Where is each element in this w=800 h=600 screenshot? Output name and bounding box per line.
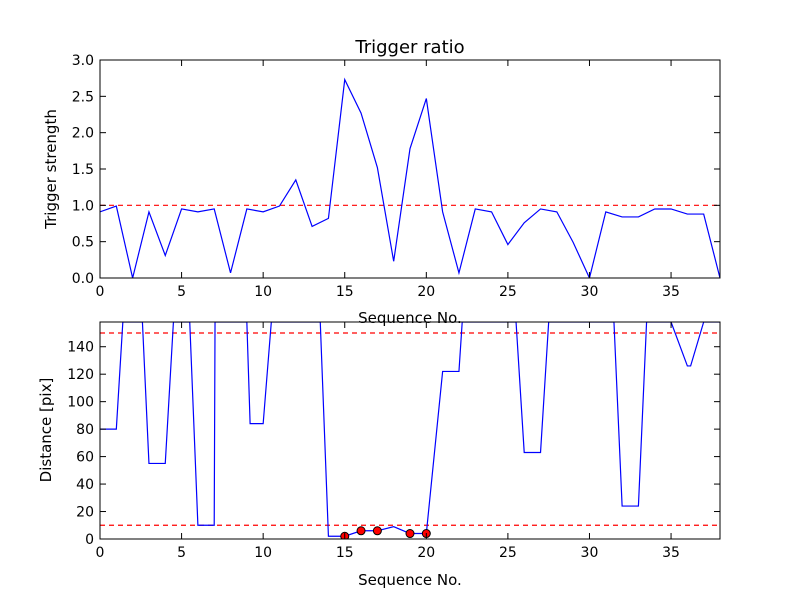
x-axis-label: Sequence No. (358, 571, 462, 589)
x-tick-label: 5 (177, 284, 186, 300)
y-tick-label: 0.5 (72, 235, 94, 251)
y-tick-label: 20 (76, 505, 94, 521)
chart-title: Trigger ratio (354, 37, 464, 58)
x-tick-label: 30 (581, 545, 599, 561)
y-tick-label: 80 (76, 422, 94, 438)
data-point-marker (405, 529, 415, 539)
x-tick-label: 35 (662, 284, 680, 300)
series-line (100, 77, 720, 278)
y-tick-label: 40 (76, 477, 94, 493)
series-line (100, 322, 720, 537)
x-tick-label: 10 (254, 284, 272, 300)
y-tick-label: 120 (67, 367, 94, 383)
x-tick-label: 10 (254, 545, 272, 561)
x-tick-label: 25 (499, 284, 517, 300)
y-tick-label: 2.0 (72, 126, 94, 142)
x-tick-label: 15 (336, 284, 354, 300)
y-tick-label: 60 (76, 450, 94, 466)
data-point-marker (356, 526, 366, 536)
plot-frame (99, 321, 721, 540)
x-tick-label: 0 (96, 284, 105, 300)
distance-chart: 0 5 10 15 20 25 30 35 0 20 40 60 80 100 120 140 Distanc… (37, 321, 721, 589)
x-axis-label: Sequence No. (358, 309, 462, 327)
y-tick-label: 1.0 (72, 198, 94, 214)
x-tick-label: 20 (417, 545, 435, 561)
y-tick-label: 100 (67, 395, 94, 411)
x-tick-label: 35 (662, 545, 680, 561)
x-tick-label: 25 (499, 545, 517, 561)
x-tick-label: 20 (417, 284, 435, 300)
x-tick-label: 0 (96, 545, 105, 561)
y-tick-label: 0.0 (72, 271, 94, 287)
data-point-marker (372, 526, 382, 536)
y-tick-label: 140 (67, 340, 94, 356)
y-axis-label: Distance [pix] (37, 378, 55, 483)
y-axis-label: Trigger strength (42, 109, 60, 230)
y-tick-label: 1.5 (72, 162, 94, 178)
y-tick-label: 0 (85, 532, 94, 548)
x-tick-label: 30 (581, 284, 599, 300)
x-tick-label: 5 (177, 545, 186, 561)
x-tick-label: 15 (336, 545, 354, 561)
y-tick-label: 2.5 (72, 89, 94, 105)
y-tick-label: 3.0 (72, 53, 94, 69)
